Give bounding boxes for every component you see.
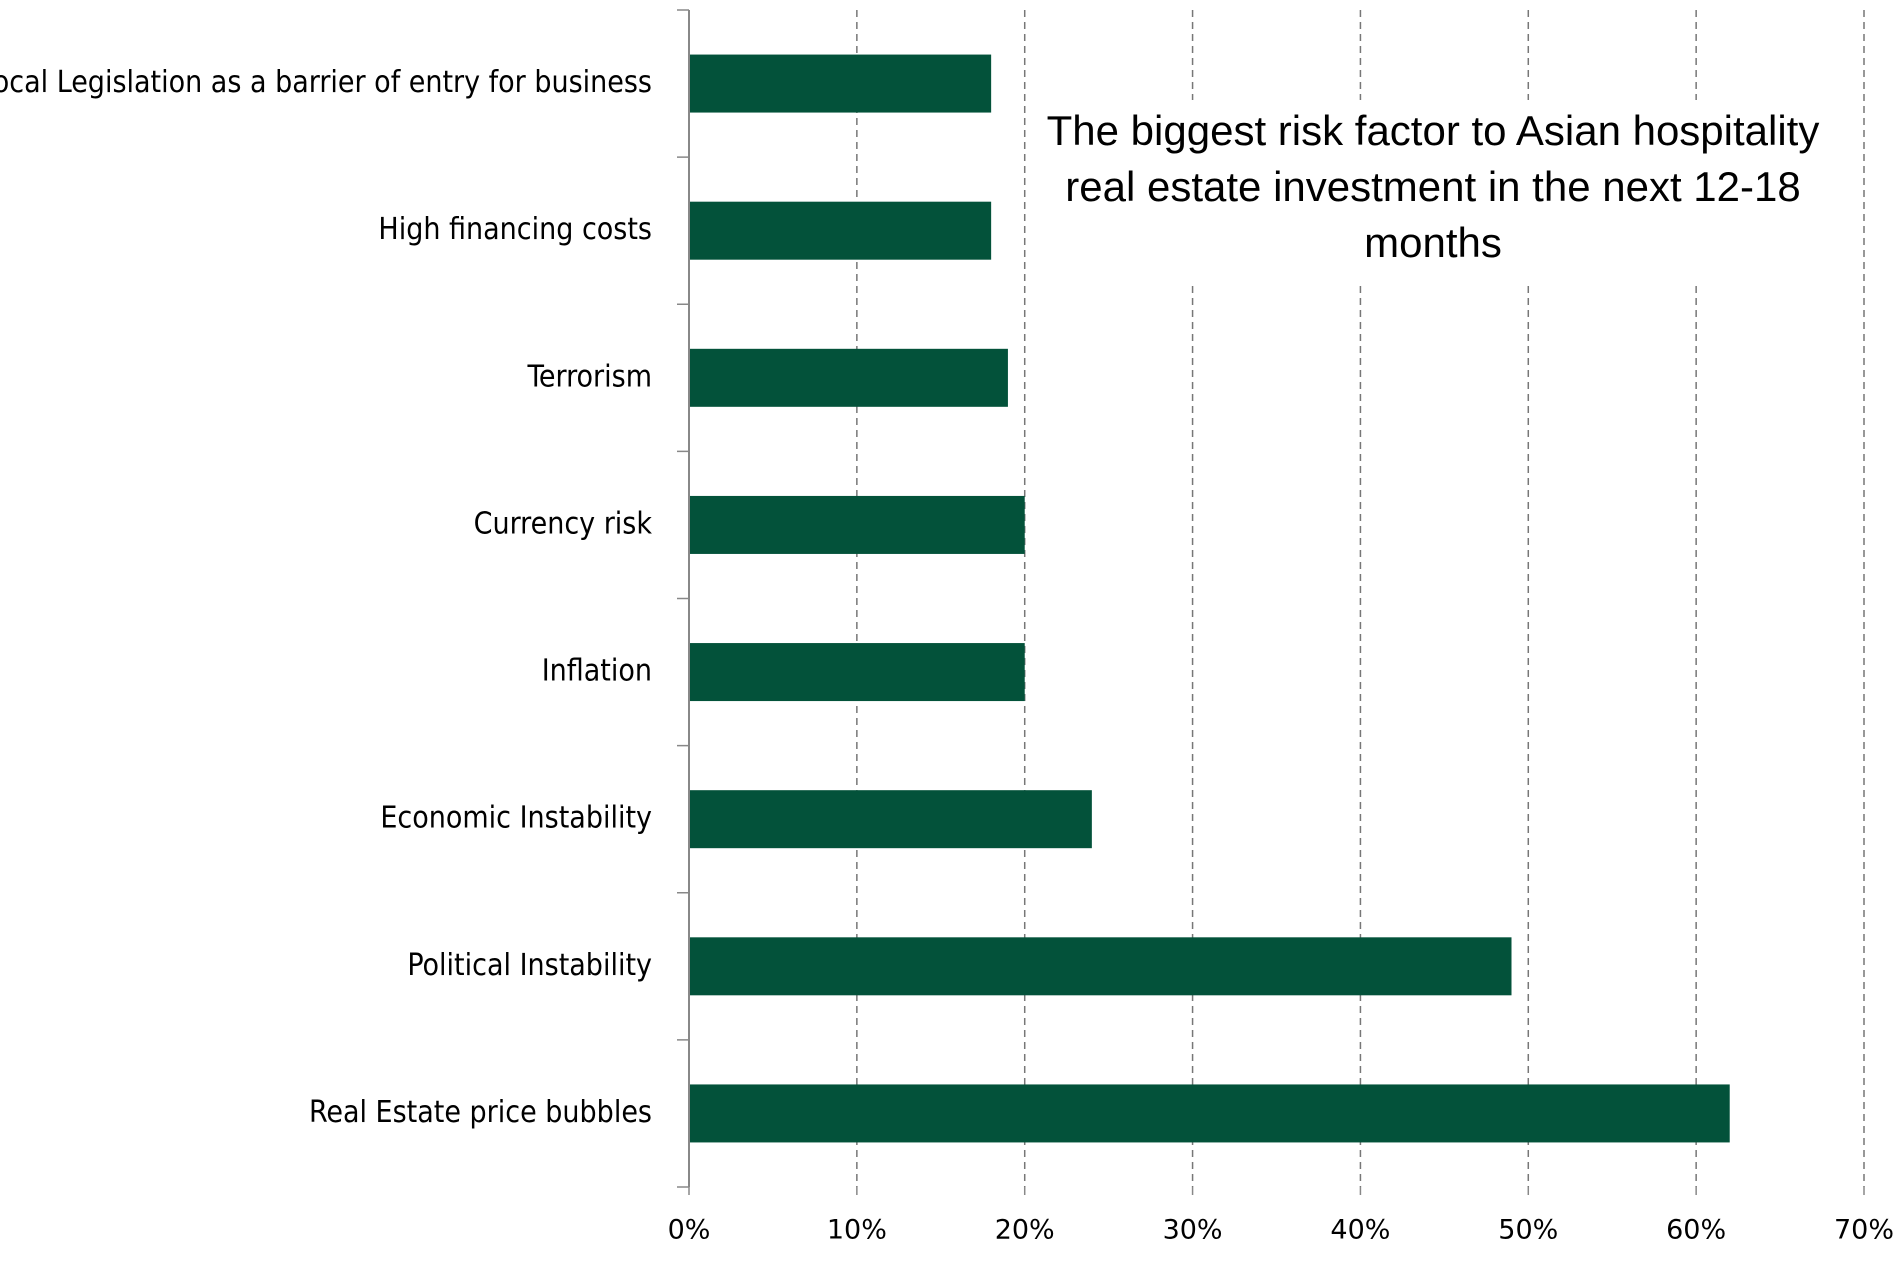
chart-title: real estate investment in the next 12-18 <box>1065 163 1800 210</box>
x-tick-label: 10% <box>827 1215 887 1246</box>
x-tick-label: 60% <box>1666 1215 1726 1246</box>
bar <box>689 643 1025 702</box>
y-tick-label: Economic Instability <box>380 801 652 836</box>
x-tick-label: 0% <box>668 1215 711 1246</box>
chart-title: months <box>1364 219 1502 266</box>
x-tick-label: 20% <box>995 1215 1055 1246</box>
bar <box>689 54 992 113</box>
y-tick-label: Local Legislation as a barrier of entry … <box>0 65 652 100</box>
bar <box>689 495 1025 554</box>
bar <box>689 348 1008 407</box>
bar <box>689 790 1092 849</box>
bar <box>689 937 1512 996</box>
x-tick-label: 70% <box>1834 1215 1894 1246</box>
chart-title: The biggest risk factor to Asian hospita… <box>1047 107 1820 154</box>
y-tick-label: Real Estate price bubbles <box>309 1095 652 1130</box>
x-tick-label: 30% <box>1163 1215 1223 1246</box>
y-tick-label: Currency risk <box>474 506 653 541</box>
x-tick-label: 40% <box>1330 1215 1390 1246</box>
y-tick-label: Inflation <box>542 654 652 689</box>
title-box <box>1060 100 1810 285</box>
y-tick-label: Terrorism <box>527 359 652 394</box>
x-tick-label: 50% <box>1498 1215 1558 1246</box>
bar <box>689 1084 1730 1143</box>
y-tick-label: Political Instability <box>407 948 652 983</box>
y-tick-label: High financing costs <box>378 212 652 247</box>
bar <box>689 201 992 260</box>
